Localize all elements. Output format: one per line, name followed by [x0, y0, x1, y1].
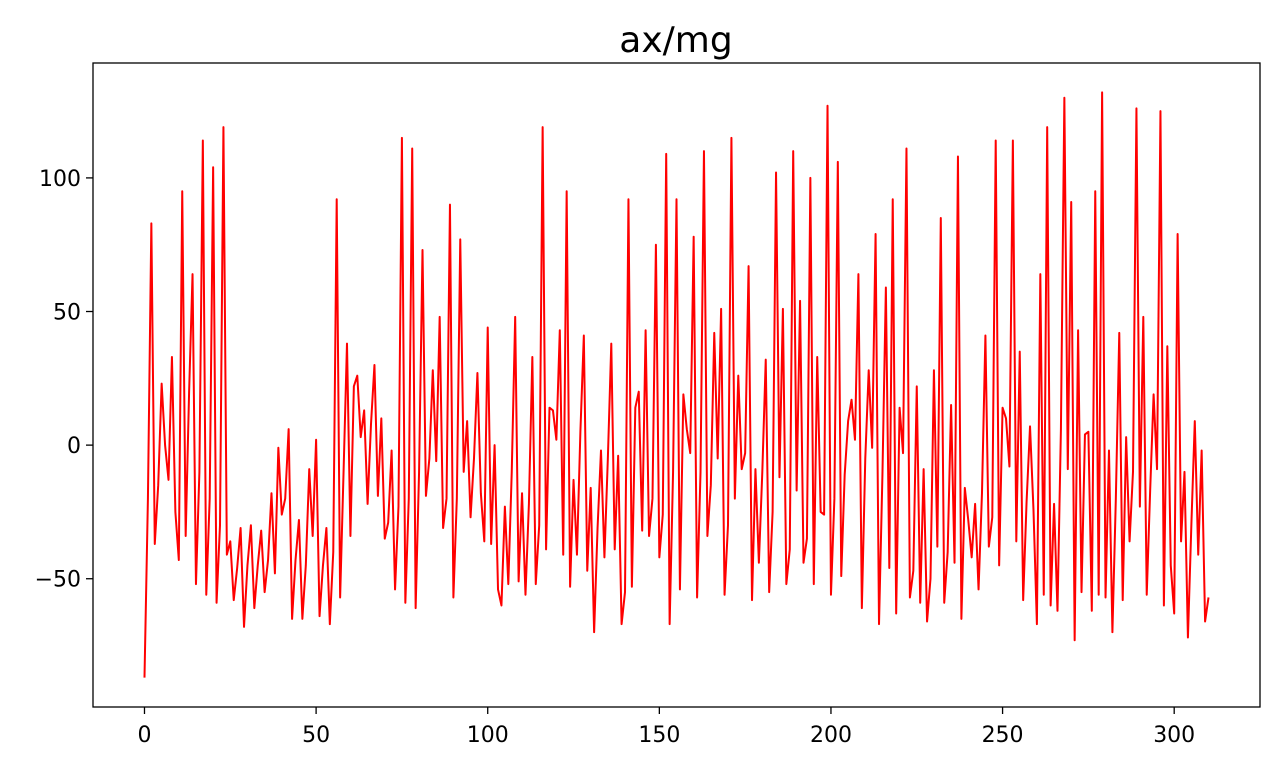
x-tick-label: 250: [982, 723, 1024, 748]
x-tick-label: 300: [1153, 723, 1195, 748]
chart-title: ax/mg: [619, 20, 732, 61]
y-tick-label: −50: [35, 568, 81, 593]
y-tick-label: 100: [39, 167, 81, 192]
y-tick-label: 50: [53, 301, 81, 326]
x-tick-label: 50: [302, 723, 330, 748]
series-line-0: [143, 91, 1210, 678]
x-tick-label: 100: [467, 723, 509, 748]
x-tick-label: 150: [638, 723, 680, 748]
x-tick-label: 200: [810, 723, 852, 748]
y-tick-label: 0: [67, 434, 81, 459]
plot-frame: [92, 62, 1261, 708]
x-tick-label: 0: [137, 723, 151, 748]
